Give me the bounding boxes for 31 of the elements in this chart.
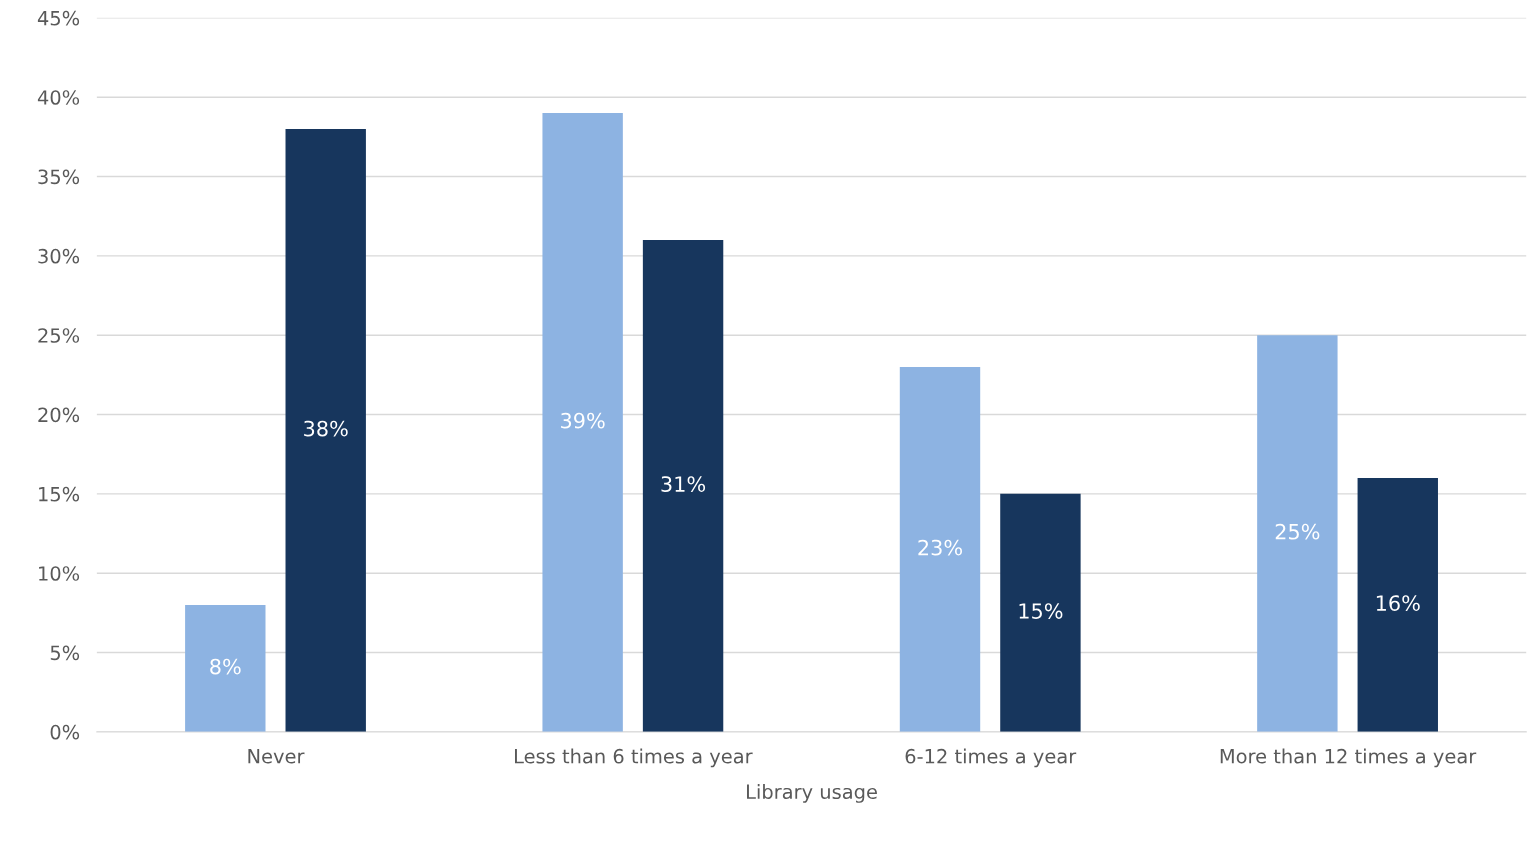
y-tick-label: 35% xyxy=(38,169,80,185)
bar xyxy=(285,128,366,732)
bar xyxy=(899,366,981,732)
bar xyxy=(1257,335,1338,732)
data-label: 8% xyxy=(210,658,241,675)
y-tick-label: 0% xyxy=(50,724,80,740)
x-tick-label: More than 12 times a year xyxy=(1220,748,1477,768)
bar xyxy=(642,239,724,732)
bar xyxy=(1357,477,1438,732)
data-label: 38% xyxy=(304,420,348,437)
bar xyxy=(542,113,623,732)
bar xyxy=(1000,493,1081,732)
data-label: 15% xyxy=(1019,603,1063,619)
y-tick-label: 20% xyxy=(38,407,80,423)
y-tick-label: 5% xyxy=(50,645,80,661)
x-axis-title: Library usage xyxy=(747,784,877,803)
y-tick-label: 30% xyxy=(38,248,80,264)
y-tick-label: 10% xyxy=(39,566,80,581)
x-tick-label: Less than 6 times a year xyxy=(515,748,753,768)
data-label: 39% xyxy=(561,412,605,429)
x-tick-label: Never xyxy=(248,749,305,764)
data-label: 25% xyxy=(1275,523,1320,540)
y-tick-label: 15% xyxy=(39,486,80,502)
data-label: 23% xyxy=(918,539,963,556)
data-label: 16% xyxy=(1376,595,1420,611)
x-tick-label: 6-12 times a year xyxy=(905,748,1077,768)
data-label: 31% xyxy=(661,476,706,492)
y-tick-label: 45% xyxy=(37,10,80,26)
y-tick-label: 40% xyxy=(37,90,80,105)
y-tick-label: 25% xyxy=(38,328,80,343)
bar xyxy=(185,604,266,732)
